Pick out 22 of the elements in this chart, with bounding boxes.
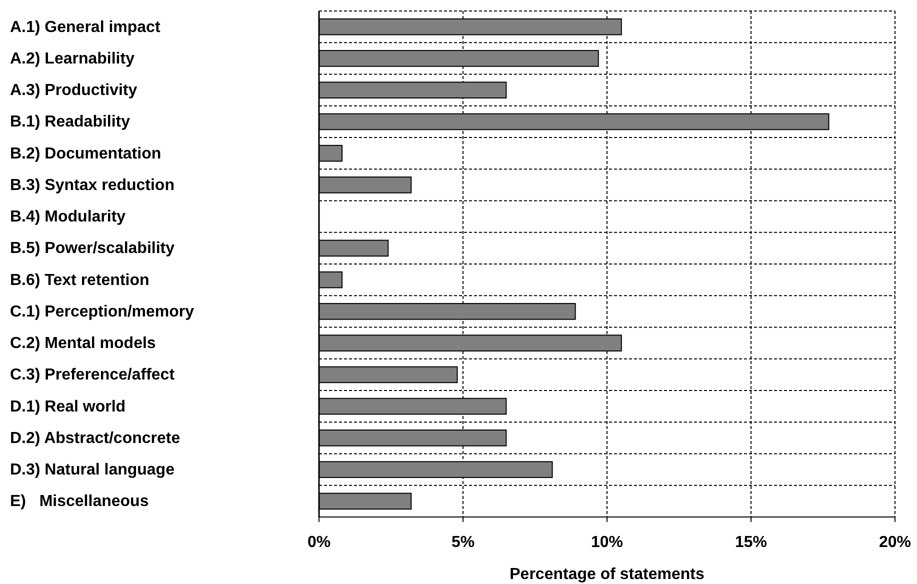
y-tick-label: A.3) Productivity <box>10 82 138 100</box>
y-tick-label: B.1) Readability <box>10 114 130 131</box>
y-tick-label: A.2) Learnability <box>10 50 135 68</box>
y-tick-label: B.2) Documentation <box>10 145 162 162</box>
x-tick-label: 5% <box>451 534 475 551</box>
y-tick-label: B.3) Syntax reduction <box>10 176 174 194</box>
x-tick-label: 15% <box>734 534 768 551</box>
x-tick-label: 10% <box>590 534 624 551</box>
y-tick-label: C.1) Perception/memory <box>10 303 194 320</box>
y-tick-label: D.2) Abstract/concrete <box>10 430 180 447</box>
y-tick-label: A.1) General impact <box>10 18 161 36</box>
x-tick-label: 20% <box>878 534 912 551</box>
y-tick-label: B.4) Modularity <box>10 208 126 226</box>
y-tick-label: C.2) Mental models <box>10 335 156 352</box>
y-tick-label: B.5) Power/scalability <box>10 240 175 258</box>
x-axis-title: Percentage of statements <box>510 566 704 583</box>
y-tick-label: E) Miscellaneous <box>10 493 149 510</box>
y-tick-label: D.1) Real world <box>10 398 126 416</box>
y-tick-label: C.3) Preference/affect <box>10 366 176 384</box>
x-tick-label: 0% <box>307 534 331 551</box>
y-tick-label: B.6) Text retention <box>10 272 150 289</box>
y-tick-label: D.3) Natural language <box>10 462 175 479</box>
